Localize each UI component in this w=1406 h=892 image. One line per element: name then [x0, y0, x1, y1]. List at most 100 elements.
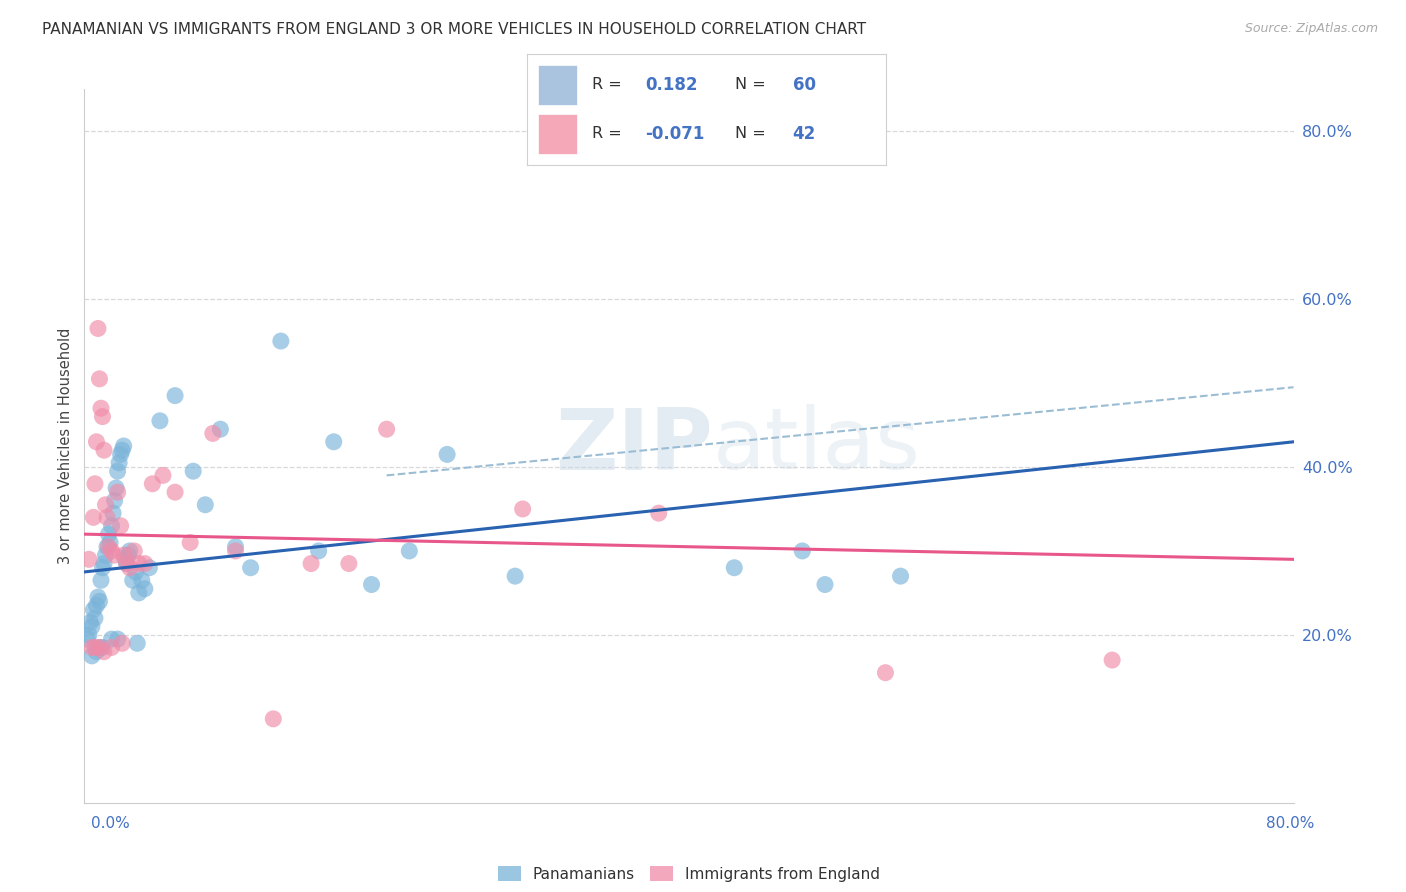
Point: [131, 574, 153, 588]
Point: [308, 544, 330, 558]
Point: [875, 665, 897, 680]
Point: [128, 586, 150, 600]
Point: [82, 603, 104, 617]
Point: [299, 557, 322, 571]
Point: [96, 540, 118, 554]
Point: [270, 334, 292, 348]
Text: Source: ZipAtlas.com: Source: ZipAtlas.com: [1244, 22, 1378, 36]
Point: [239, 560, 262, 574]
Point: [209, 422, 232, 436]
Point: [84, 640, 107, 655]
Point: [165, 485, 187, 500]
Point: [107, 632, 129, 646]
Point: [121, 574, 143, 588]
Point: [80, 619, 103, 633]
Point: [100, 544, 122, 558]
Point: [337, 557, 360, 571]
Point: [84, 611, 107, 625]
Point: [107, 464, 129, 478]
Point: [503, 569, 526, 583]
Point: [104, 493, 127, 508]
Point: [262, 712, 284, 726]
Point: [107, 485, 129, 500]
FancyBboxPatch shape: [538, 65, 578, 105]
Point: [134, 582, 156, 596]
Point: [138, 560, 160, 574]
Text: N =: N =: [735, 78, 766, 92]
Point: [118, 544, 141, 558]
Point: [117, 548, 139, 562]
Point: [86, 434, 108, 449]
Point: [80, 648, 103, 663]
Point: [225, 544, 247, 558]
Point: [890, 569, 912, 583]
Text: ZIP: ZIP: [555, 404, 713, 488]
Point: [723, 560, 745, 574]
Point: [118, 560, 141, 574]
Point: [76, 632, 98, 646]
Point: [97, 540, 120, 554]
Point: [108, 456, 131, 470]
Point: [115, 557, 138, 571]
Point: [194, 498, 217, 512]
Text: 60: 60: [793, 76, 815, 94]
Point: [111, 443, 134, 458]
Point: [90, 401, 112, 416]
Text: R =: R =: [592, 127, 621, 141]
Point: [125, 565, 148, 579]
Point: [100, 632, 122, 646]
Point: [792, 544, 814, 558]
Point: [436, 447, 458, 461]
Point: [648, 506, 671, 520]
Point: [165, 389, 187, 403]
Text: PANAMANIAN VS IMMIGRANTS FROM ENGLAND 3 OR MORE VEHICLES IN HOUSEHOLD CORRELATIO: PANAMANIAN VS IMMIGRANTS FROM ENGLAND 3 …: [42, 22, 866, 37]
Point: [91, 640, 114, 655]
Point: [89, 594, 111, 608]
Point: [181, 464, 204, 478]
Point: [152, 468, 174, 483]
Point: [82, 510, 104, 524]
Point: [100, 640, 122, 655]
Text: atlas: atlas: [713, 404, 921, 488]
FancyBboxPatch shape: [538, 114, 578, 154]
Point: [91, 409, 114, 424]
Point: [110, 518, 132, 533]
Text: 80.0%: 80.0%: [1267, 816, 1315, 831]
Y-axis label: 3 or more Vehicles in Household: 3 or more Vehicles in Household: [58, 328, 73, 564]
Point: [201, 426, 224, 441]
Point: [512, 502, 534, 516]
Point: [225, 540, 247, 554]
Point: [127, 636, 149, 650]
Point: [114, 552, 136, 566]
Point: [112, 548, 135, 562]
Legend: Panamanians, Immigrants from England: Panamanians, Immigrants from England: [492, 860, 886, 888]
Point: [97, 527, 120, 541]
Point: [111, 636, 134, 650]
Point: [94, 498, 117, 512]
Text: N =: N =: [735, 127, 766, 141]
Point: [91, 560, 114, 574]
Point: [93, 443, 115, 458]
Point: [86, 645, 108, 659]
Point: [360, 577, 382, 591]
Point: [79, 615, 101, 630]
Point: [141, 476, 163, 491]
Point: [100, 518, 122, 533]
Text: R =: R =: [592, 78, 621, 92]
Point: [104, 548, 127, 562]
Point: [110, 447, 132, 461]
Point: [128, 557, 150, 571]
Point: [93, 557, 115, 571]
Point: [93, 645, 115, 659]
Point: [122, 544, 145, 558]
Text: 42: 42: [793, 125, 815, 143]
Point: [80, 640, 103, 655]
Point: [77, 552, 100, 566]
Point: [149, 414, 172, 428]
Point: [814, 577, 837, 591]
Point: [87, 321, 110, 335]
Point: [398, 544, 420, 558]
Point: [84, 476, 107, 491]
Point: [115, 557, 138, 571]
Point: [1101, 653, 1123, 667]
